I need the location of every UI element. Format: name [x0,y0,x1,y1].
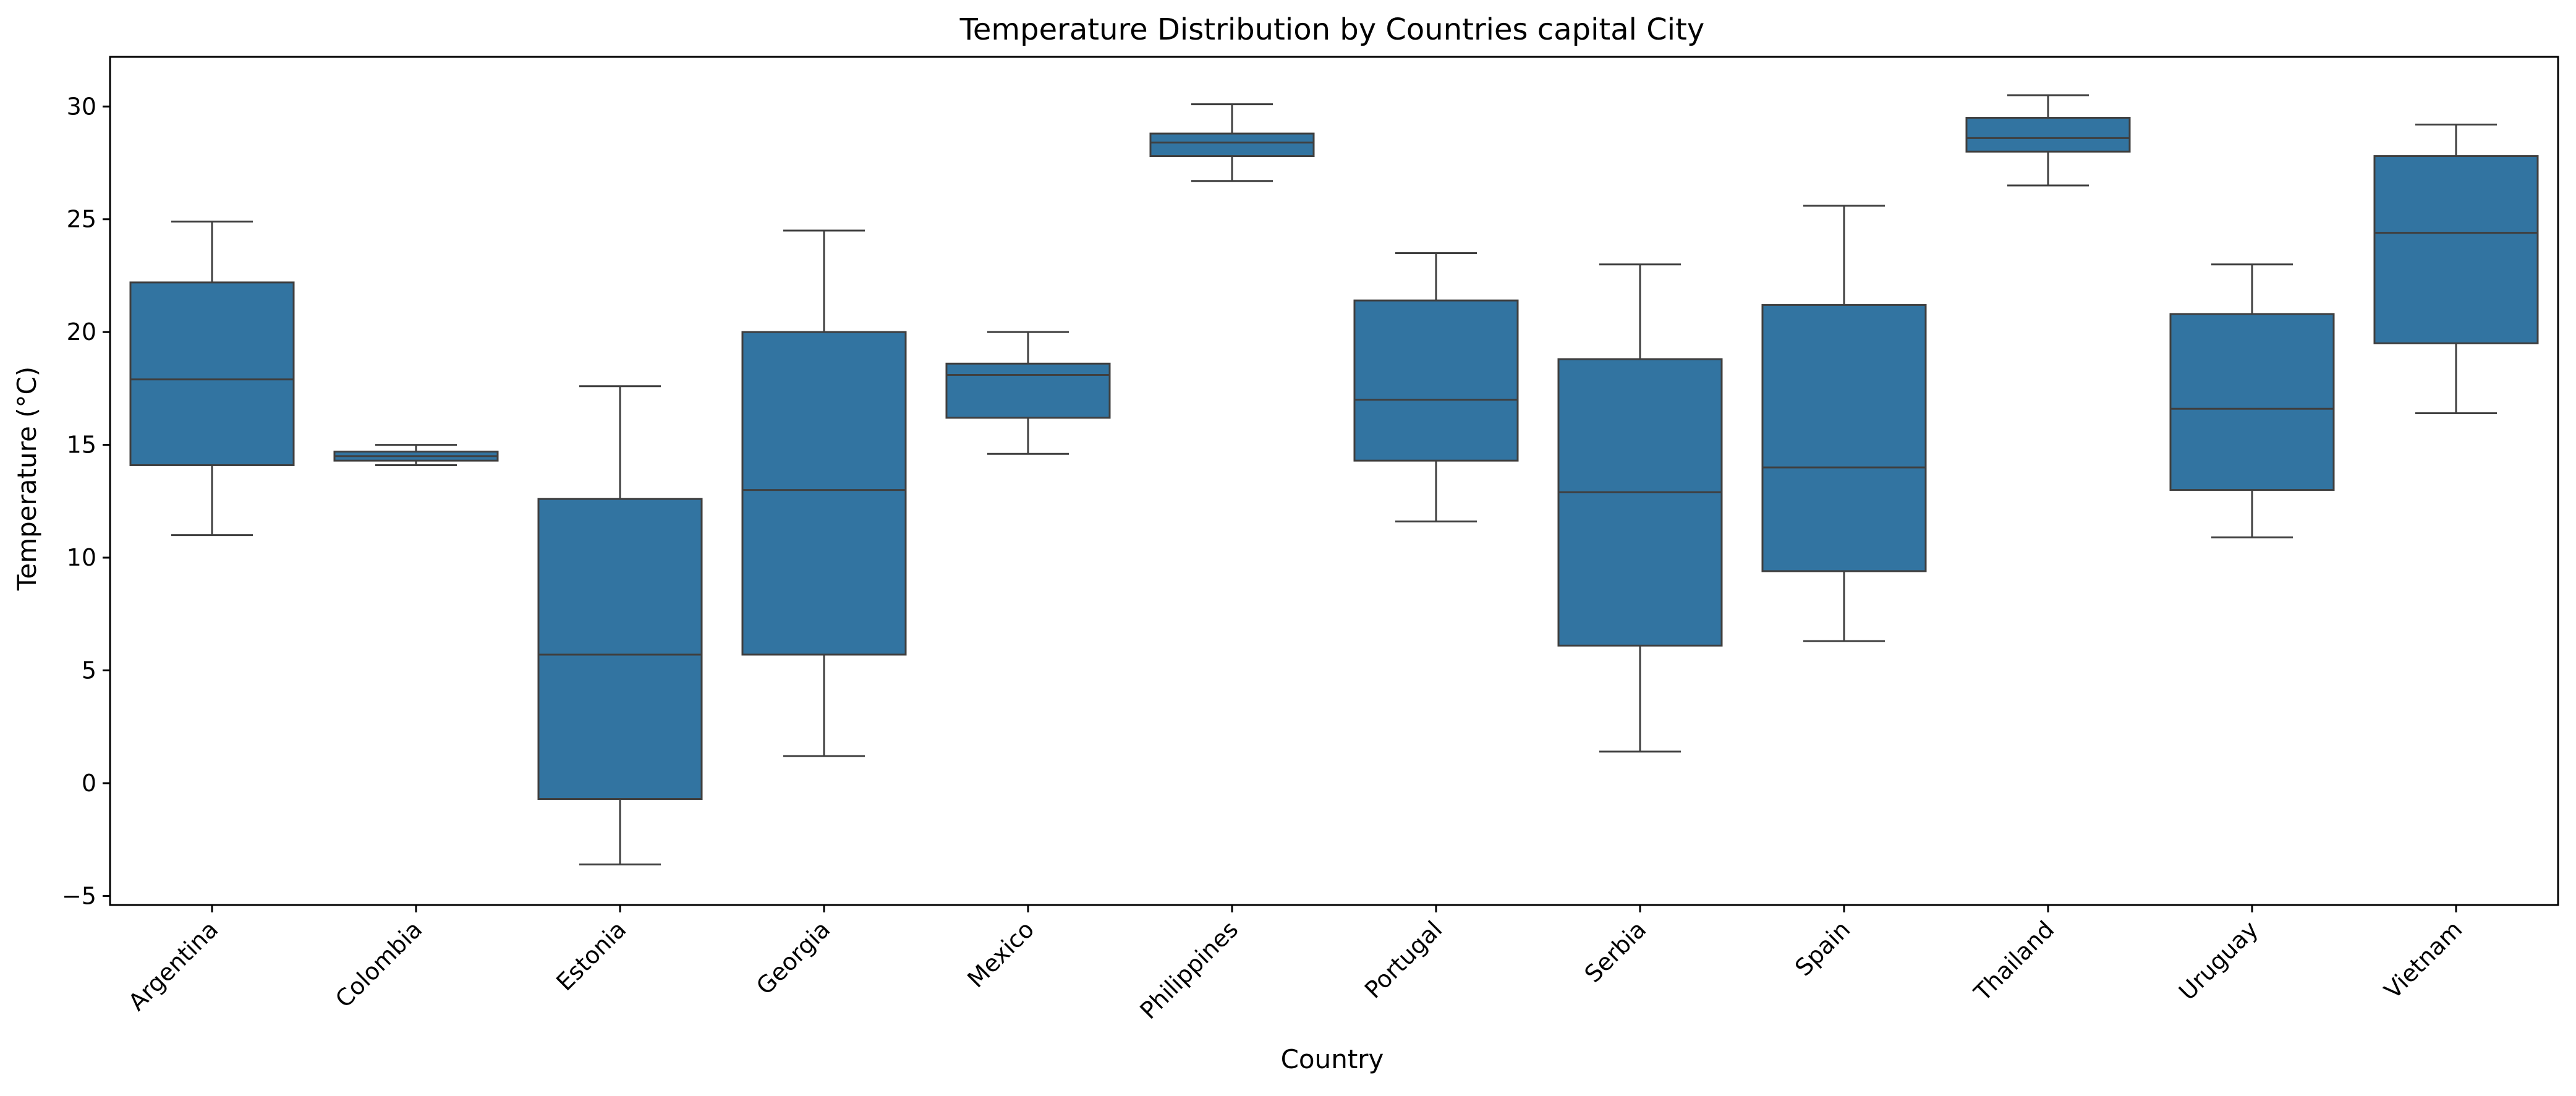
x-tick-label: Vietnam [2379,915,2467,1004]
y-tick-label: 25 [67,206,96,233]
y-tick-label: 15 [67,431,96,459]
iqr-box [1149,132,1315,158]
box-vietnam [2373,123,2539,415]
y-tick-label: 0 [82,770,96,797]
iqr-box [1965,117,2131,153]
iqr-box [945,362,1111,419]
iqr-box [1353,299,1519,462]
box-series [129,94,2539,865]
iqr-box [129,281,295,466]
box-argentina [129,220,295,537]
x-tick-label: Estonia [551,915,631,996]
x-tick-label: Spain [1790,915,1855,981]
iqr-box [741,331,907,656]
plot-area-frame [109,56,2559,906]
x-tick-label: Thailand [1968,915,2059,1006]
chart-title: Temperature Distribution by Countries ca… [959,12,1705,47]
x-tick-label: Colombia [330,915,427,1013]
x-axis-label: Country [1281,1044,1384,1074]
box-colombia [333,444,499,466]
y-tick-label: 10 [67,544,96,571]
y-axis-ticks: −5 0 5 10 15 20 25 30 [62,93,110,909]
box-mexico [945,331,1111,455]
x-tick-label: Mexico [962,915,1039,993]
box-philippines [1149,103,1315,182]
iqr-box [537,498,703,800]
box-thailand [1965,94,2131,187]
box-uruguay [2169,263,2335,538]
x-tick-label: Uruguay [2174,915,2263,1005]
box-serbia [1557,263,1723,753]
iqr-box [2373,155,2539,344]
x-tick-label: Argentina [123,915,223,1016]
box-portugal [1353,252,1519,523]
y-axis-label: Temperature (°C) [12,367,42,592]
box-spain [1761,205,1927,642]
iqr-box [1557,358,1723,647]
x-tick-label: Portugal [1359,915,1447,1003]
box-estonia [537,385,703,865]
x-tick-label: Philippines [1134,915,1243,1024]
x-tick-label: Serbia [1579,915,1652,988]
y-tick-label: 30 [67,93,96,120]
y-tick-label: 5 [82,657,96,684]
x-tick-label: Georgia [751,915,835,1000]
box-georgia [741,229,907,757]
y-tick-label: 20 [67,318,96,346]
y-tick-label: −5 [62,882,96,909]
iqr-box [2169,313,2335,491]
x-axis-ticks: Argentina Colombia Estonia Georgia Mexico Phi… [123,905,2467,1024]
iqr-box [1761,304,1927,572]
